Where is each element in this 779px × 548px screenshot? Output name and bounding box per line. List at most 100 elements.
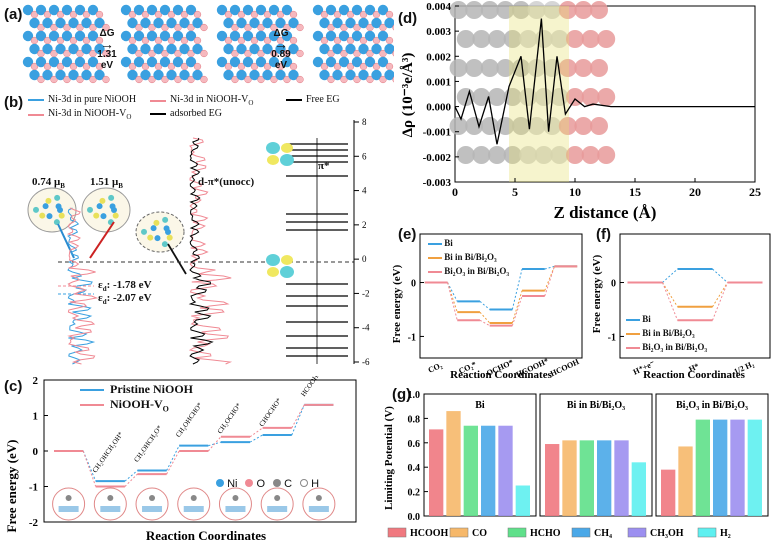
panel-f-legend: Bi Bi in Bi/Bi₂O₃ Bi₂O₃ in Bi/Bi₂O₃ xyxy=(626,312,707,354)
g-ytick-label: 0.4 xyxy=(408,463,421,474)
panel-e-frame xyxy=(419,233,583,359)
inset-atom xyxy=(99,197,106,204)
d-atom-sphere xyxy=(543,1,562,19)
c-intermediate-label: CH₂OCHO* xyxy=(216,401,243,435)
b-tick-label: -6 xyxy=(362,357,370,367)
d-ytick-label: 0.003 xyxy=(426,26,451,38)
legend-niooh-vo-2: Ni-3d in NiOOH-VO xyxy=(28,108,131,121)
inset-atom xyxy=(42,203,49,210)
c-ytick-label: -2 xyxy=(29,517,39,529)
panel-c-chart: Free energy (eV) 210-1-2 CH₂OHCH₂OH* CH₂O… xyxy=(4,376,357,543)
g-bar xyxy=(614,440,629,516)
panel-e-xlabel: Reaction Coordinates xyxy=(450,369,552,381)
d-atom-sphere xyxy=(550,30,569,48)
panel-g-label: (g) xyxy=(392,386,412,403)
inset-atom xyxy=(153,219,160,226)
panel-e-label: (e) xyxy=(398,226,417,243)
f-connector xyxy=(662,268,678,283)
e-ytick-label: -1 xyxy=(408,332,416,343)
c-connector xyxy=(124,473,138,487)
inset-atom xyxy=(154,235,161,242)
c-structure-circle xyxy=(302,487,336,521)
panel-f-ylabel: Free energy (eV) xyxy=(591,254,603,333)
d-atom-sphere xyxy=(465,59,484,77)
structure-inset-vo xyxy=(81,187,131,233)
c-structure-slab xyxy=(267,506,288,512)
g-bar xyxy=(579,440,594,516)
d-atom-sphere xyxy=(488,146,506,164)
d-atom-sphere xyxy=(597,30,616,48)
d-atom-sphere xyxy=(590,1,608,19)
d-atom-sphere xyxy=(597,88,616,106)
inset-atom xyxy=(141,228,148,235)
inset-atom xyxy=(39,212,46,219)
d-atom-sphere xyxy=(558,117,577,135)
panel-b-ed1: εd: -1.78 eV xyxy=(98,279,152,294)
f-connector xyxy=(662,282,678,308)
c-connector xyxy=(291,404,305,436)
c-ytick-label: 0 xyxy=(33,446,39,458)
c-intermediate-label: CHOCHO* xyxy=(258,396,284,428)
inset-atom xyxy=(147,234,154,241)
e-connector xyxy=(479,311,491,324)
inset-atom xyxy=(162,216,169,223)
d-xtick-label: 5 xyxy=(512,185,518,199)
b-tick-label: 4 xyxy=(362,186,367,196)
g-ytick-label: 0.0 xyxy=(408,512,421,523)
d-atom-sphere xyxy=(597,146,616,164)
inset-atom xyxy=(93,212,100,219)
d-atom-sphere xyxy=(590,117,608,135)
d-atom-sphere xyxy=(590,59,608,77)
d-atom-sphere xyxy=(449,59,468,77)
c-intermediate-label: CH₂OHCH₂OH* xyxy=(91,430,125,474)
panel-c-label: (c) xyxy=(4,378,23,395)
d-xtick-label: 10 xyxy=(569,185,581,199)
g-bar xyxy=(515,485,530,516)
inset-atom xyxy=(163,225,170,232)
legend-adsorbed-eg: adsorbed EG xyxy=(150,108,222,119)
d-atom-sphere xyxy=(503,30,522,48)
inset-atom xyxy=(87,206,94,213)
d-atom-sphere xyxy=(512,1,530,19)
d-atom-sphere xyxy=(472,146,491,164)
d-atom-sphere xyxy=(472,88,491,106)
panel-a-structures xyxy=(22,4,394,84)
c-ytick-label: 2 xyxy=(33,376,39,387)
dos-niooh-vo xyxy=(66,207,99,365)
g-bar xyxy=(631,462,646,516)
d-ytick-label: 0.004 xyxy=(426,1,451,13)
d-atom-sphere xyxy=(527,1,546,19)
d-atom-sphere xyxy=(449,1,468,19)
inset-atom xyxy=(45,197,52,204)
c-structure-molecule xyxy=(65,495,72,501)
g-legend-label: CO xyxy=(472,528,487,539)
c-structure-slab xyxy=(308,506,329,512)
inset-atom xyxy=(166,234,173,241)
panel-b-pistar-label: π* xyxy=(318,160,330,172)
panel-a-dg2-value: 0.89 eV xyxy=(271,49,291,71)
d-atom-sphere xyxy=(465,117,484,135)
d-atom-sphere xyxy=(488,30,506,48)
g-legend-label: HCOOH xyxy=(410,528,449,539)
panel-b-ed2: εd: -2.07 eV xyxy=(98,292,152,307)
d-atom-sphere xyxy=(496,1,515,19)
structure-3 xyxy=(216,4,304,84)
panel-a-step2: ΔG → 0.89 eV xyxy=(266,28,296,71)
c-ytick-label: -1 xyxy=(29,482,38,494)
inset-atom xyxy=(55,203,62,210)
c-intermediate-label: CH₂OHCH₂O* xyxy=(133,423,165,463)
legend-pristine: Pristine NiOOH xyxy=(80,382,193,397)
inset-atom xyxy=(53,219,60,226)
panel-b-mu1: 0.74 μB xyxy=(32,176,65,191)
inset-atom xyxy=(96,203,103,210)
g-bar xyxy=(463,425,478,516)
d-atom-sphere xyxy=(456,30,475,48)
c-structure-circle xyxy=(135,487,169,521)
arrow-red xyxy=(89,221,115,259)
g-bar xyxy=(545,444,560,516)
d-xtick-label: 0 xyxy=(452,185,458,199)
g-ytick-label: 0.6 xyxy=(408,439,421,450)
d-xtick-label: 20 xyxy=(689,185,701,199)
panel-a-step1: ΔG → 1.31 eV xyxy=(92,28,122,71)
